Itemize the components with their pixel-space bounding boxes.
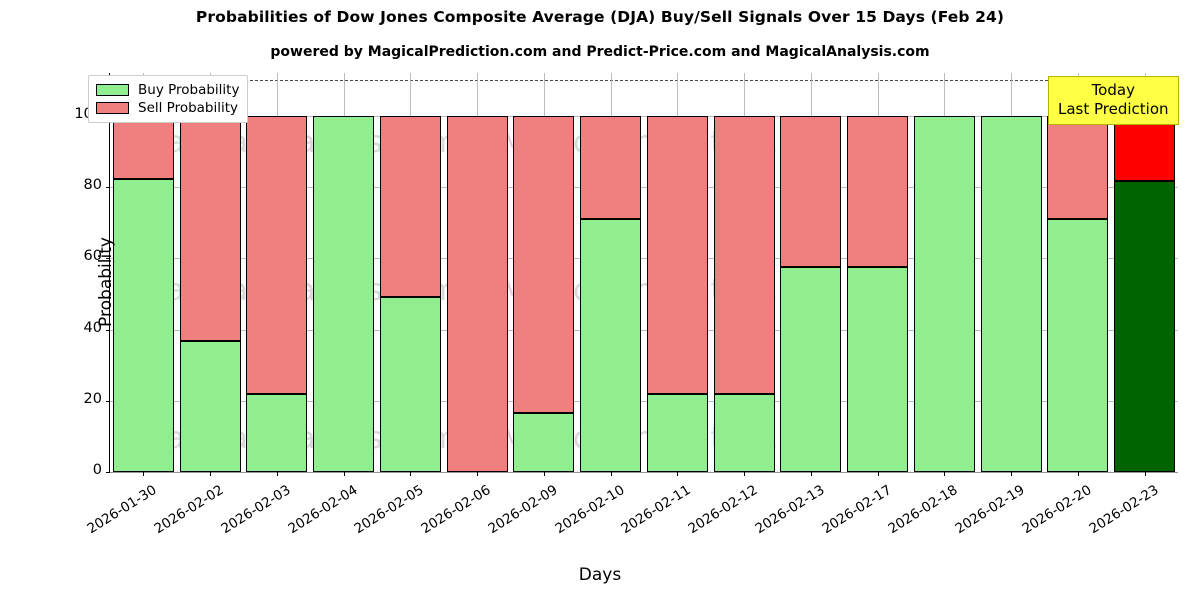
bar-group[interactable] xyxy=(112,73,174,472)
chart-legend: Buy Probability Sell Probability xyxy=(88,75,249,123)
bar-segment-sell[interactable] xyxy=(580,115,642,220)
bar-segment-sell[interactable] xyxy=(780,115,842,268)
y-tick-label: 20 xyxy=(83,390,102,407)
y-axis-label: Probability xyxy=(96,237,116,327)
x-tick-mark xyxy=(1144,472,1146,476)
x-tick-mark xyxy=(610,472,612,476)
bar-segment-buy[interactable] xyxy=(847,267,909,472)
y-tick-mark xyxy=(106,472,110,473)
plot-area: MagicalAnalysis.comMagicalPrediction.com… xyxy=(74,73,1178,537)
y-tick-label: 60 xyxy=(83,248,102,265)
bar-segment-buy[interactable] xyxy=(513,413,575,472)
bar-segment-buy[interactable] xyxy=(1114,180,1176,472)
bar-group[interactable] xyxy=(980,73,1042,472)
bar-segment-buy[interactable] xyxy=(379,297,441,472)
bar-group[interactable] xyxy=(379,73,441,472)
bar-segment-buy[interactable] xyxy=(112,178,174,472)
bar-group[interactable] xyxy=(646,73,708,472)
bar-segment-sell[interactable] xyxy=(713,115,775,394)
x-tick-mark xyxy=(810,472,812,476)
bar-segment-buy[interactable] xyxy=(1047,219,1109,472)
x-tick-mark xyxy=(276,472,278,476)
x-tick-mark xyxy=(877,472,879,476)
y-gridline xyxy=(110,258,1178,260)
bar-group[interactable] xyxy=(313,73,375,472)
bar-group[interactable] xyxy=(780,73,842,472)
bar-segment-sell[interactable] xyxy=(847,115,909,268)
bar-segment-sell[interactable] xyxy=(646,115,708,395)
bar-group[interactable] xyxy=(1047,73,1109,472)
bar-segment-sell[interactable] xyxy=(112,115,174,179)
bar-group[interactable] xyxy=(246,73,308,472)
bar-segment-buy[interactable] xyxy=(980,115,1042,472)
bar-group[interactable] xyxy=(446,73,508,472)
bar-group[interactable] xyxy=(513,73,575,472)
bar-group[interactable] xyxy=(713,73,775,472)
y-gridline xyxy=(110,115,1178,117)
y-tick-label: 40 xyxy=(83,319,102,336)
legend-label-sell: Sell Probability xyxy=(138,100,239,116)
bar-group[interactable] xyxy=(580,73,642,472)
bar-segment-buy[interactable] xyxy=(179,340,241,472)
reference-line xyxy=(110,80,1178,82)
legend-item-buy: Buy Probability xyxy=(96,81,239,99)
bar-segment-sell[interactable] xyxy=(246,115,308,394)
x-tick-mark xyxy=(677,472,679,476)
x-axis-label: Days xyxy=(578,565,622,585)
bar-segment-sell[interactable] xyxy=(1047,115,1109,220)
bar-segment-buy[interactable] xyxy=(913,115,975,472)
bar-segment-sell[interactable] xyxy=(179,115,241,341)
bar-group[interactable] xyxy=(913,73,975,472)
x-tick-mark xyxy=(477,472,479,476)
y-gridline xyxy=(110,472,1178,473)
bar-segment-sell[interactable] xyxy=(1114,115,1176,181)
y-tick-label: 80 xyxy=(83,177,102,193)
legend-label-buy: Buy Probability xyxy=(138,82,240,98)
y-tick-mark xyxy=(106,187,110,188)
y-tick-label: 0 xyxy=(92,462,102,478)
y-gridline xyxy=(110,187,1178,188)
x-tick-mark xyxy=(143,472,145,476)
bar-segment-buy[interactable] xyxy=(313,115,375,472)
y-gridline xyxy=(110,329,1178,331)
y-gridline xyxy=(110,400,1178,402)
bar-group[interactable] xyxy=(179,73,241,472)
y-tick-mark xyxy=(106,329,110,331)
today-label-line2: Last Prediction xyxy=(1058,100,1169,118)
bar-segment-buy[interactable] xyxy=(713,393,775,472)
x-tick-mark xyxy=(1011,472,1013,476)
chart-subtitle: powered by MagicalPrediction.com and Pre… xyxy=(270,44,930,60)
bar-segment-buy[interactable] xyxy=(780,267,842,472)
today-annotation: Today Last Prediction xyxy=(1048,76,1179,125)
x-tick-mark xyxy=(1077,472,1079,476)
chart-title: Probabilities of Dow Jones Composite Ave… xyxy=(195,8,1005,26)
y-tick-mark xyxy=(106,258,110,260)
x-tick-mark xyxy=(410,472,412,476)
bar-segment-buy[interactable] xyxy=(246,393,308,472)
bar-segment-buy[interactable] xyxy=(580,219,642,472)
bar-segment-buy[interactable] xyxy=(646,394,708,472)
bar-group[interactable] xyxy=(847,73,909,472)
x-tick-mark xyxy=(210,472,212,476)
x-tick-mark xyxy=(343,472,345,476)
bar-segment-sell[interactable] xyxy=(446,115,508,472)
x-tick-mark xyxy=(744,472,746,476)
x-tick-mark xyxy=(543,472,545,476)
y-tick-mark xyxy=(106,400,110,402)
today-label-line1: Today xyxy=(1091,81,1135,99)
bar-segment-sell[interactable] xyxy=(513,115,575,414)
legend-swatch-sell xyxy=(96,102,129,114)
x-tick-mark xyxy=(944,472,946,476)
legend-item-sell: Sell Probability xyxy=(96,99,239,117)
bar-segment-sell[interactable] xyxy=(379,115,441,298)
bar-group[interactable] xyxy=(1114,73,1176,472)
legend-swatch-buy xyxy=(96,84,129,96)
